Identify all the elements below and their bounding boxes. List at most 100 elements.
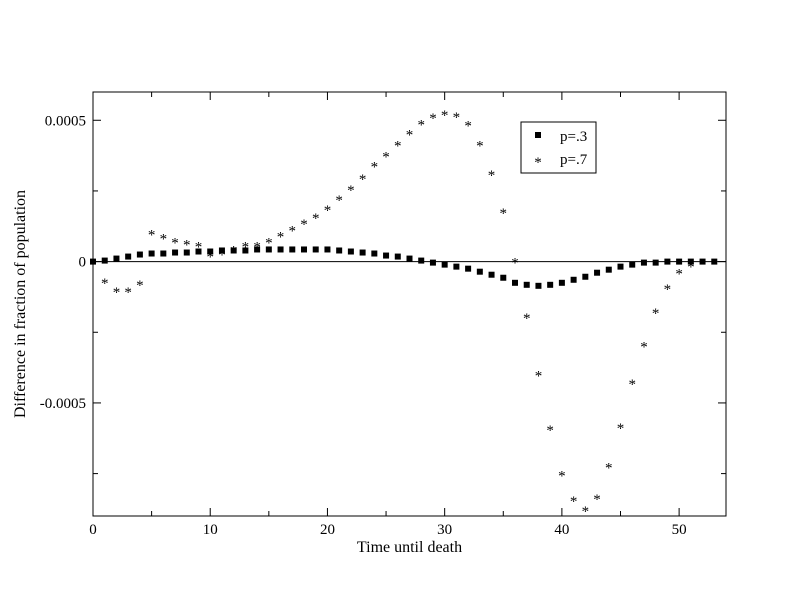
data-point-p7: * (242, 239, 250, 255)
data-point-p3 (558, 279, 565, 286)
x-tick-label: 40 (554, 522, 569, 538)
data-point-p3 (324, 246, 331, 253)
data-point-p3 (207, 248, 214, 255)
data-point-p7: * (453, 110, 461, 126)
data-point-p7: * (406, 127, 414, 143)
data-point-p7: * (289, 223, 297, 239)
data-point-p3 (136, 251, 143, 258)
x-tick-label: 50 (672, 522, 687, 538)
y-tick-label: -0.0005 (40, 396, 86, 412)
data-point-p3 (172, 249, 179, 256)
data-point-p7: * (160, 231, 168, 247)
y-axis-title: Difference in fraction of population (12, 190, 29, 418)
data-point-p7: * (570, 494, 578, 510)
data-point-p3 (535, 282, 542, 289)
legend: p=.3 * p=.7 (520, 121, 597, 174)
data-point-p7: * (230, 243, 238, 259)
data-point-p3 (441, 261, 448, 268)
plot-frame (92, 91, 727, 517)
data-point-p7: * (535, 369, 543, 385)
data-point-p7: * (136, 278, 144, 294)
legend-label-p7: p=.7 (560, 152, 588, 168)
data-point-p3 (617, 263, 624, 270)
data-point-p7: * (101, 276, 109, 292)
data-point-p7: * (500, 206, 508, 222)
legend-asterisk-marker: * (534, 155, 542, 171)
data-point-p3 (711, 258, 718, 265)
data-point-p3 (301, 246, 307, 253)
data-point-p3 (383, 252, 390, 259)
data-point-p7: * (605, 461, 613, 477)
data-point-p3 (218, 247, 225, 254)
data-point-p7: * (265, 235, 273, 251)
data-point-p3 (336, 247, 343, 254)
series-p7-markers: ** * ** * * * ** * * * * * * * * ********** * * **********… (101, 108, 706, 520)
data-point-p7: * (441, 108, 449, 124)
data-point-p3 (699, 258, 706, 265)
data-point-p7: * (511, 256, 519, 272)
data-point-p3 (465, 265, 472, 272)
data-point-p3 (242, 247, 249, 254)
data-point-p3 (676, 258, 683, 265)
data-point-p7: * (347, 183, 355, 199)
data-point-p3 (113, 255, 120, 262)
data-point-p7: * (417, 117, 425, 133)
data-point-p7: * (429, 111, 437, 127)
data-point-p3 (640, 259, 647, 266)
data-point-p3 (90, 258, 96, 265)
data-point-p3 (254, 246, 261, 253)
data-point-p3 (230, 247, 237, 254)
data-point-p3 (195, 248, 202, 255)
data-point-p7: * (312, 211, 320, 227)
data-point-p3 (371, 250, 378, 257)
x-tick-labels: 0 10 20 30 40 50 (89, 522, 686, 538)
data-point-p7: * (195, 239, 203, 255)
data-point-p7: * (664, 282, 672, 298)
data-point-p7: * (382, 150, 390, 166)
data-point-p7: * (300, 217, 308, 233)
data-point-p7: * (523, 311, 531, 327)
data-point-p7: * (628, 377, 636, 393)
legend-square-marker (535, 132, 541, 138)
data-point-p7: * (394, 138, 402, 154)
data-point-p3 (347, 248, 354, 255)
data-point-p3 (265, 246, 272, 253)
data-point-p3 (289, 246, 296, 253)
data-point-p3 (594, 269, 601, 276)
data-point-p3 (429, 259, 436, 266)
data-point-p3 (183, 249, 190, 256)
data-point-p3 (652, 259, 659, 266)
data-point-p7: * (476, 138, 484, 154)
data-point-p7: * (253, 239, 261, 255)
x-tick-label: 10 (203, 522, 218, 538)
axis-ticks (92, 92, 726, 516)
data-point-p7: * (699, 257, 707, 273)
data-point-p7: * (218, 248, 226, 264)
y-tick-label: 0 (79, 255, 87, 271)
data-point-p3 (570, 276, 577, 283)
data-point-p3 (687, 258, 694, 265)
y-tick-label: 0.0005 (45, 113, 86, 129)
data-point-p3 (605, 266, 612, 273)
data-point-p7: * (617, 421, 625, 437)
data-point-p3 (277, 246, 284, 253)
series-p3-markers (90, 246, 718, 289)
data-point-p3 (418, 257, 425, 264)
data-point-p7: * (113, 285, 121, 301)
data-point-p3 (582, 273, 589, 280)
data-point-p3 (664, 258, 671, 265)
x-axis-title: Time until death (357, 539, 462, 556)
data-point-p7: * (546, 423, 554, 439)
data-point-p7: * (558, 469, 566, 485)
data-point-p7: * (359, 172, 367, 188)
legend-label-p3: p=.3 (560, 129, 587, 145)
data-point-p3 (101, 257, 108, 264)
data-point-p3 (476, 268, 483, 275)
data-point-p3 (488, 271, 495, 278)
data-point-p3 (547, 281, 554, 288)
data-point-p3 (359, 249, 366, 256)
data-point-p3 (148, 250, 155, 257)
data-point-p3 (160, 250, 167, 257)
data-point-p7: * (335, 193, 343, 209)
